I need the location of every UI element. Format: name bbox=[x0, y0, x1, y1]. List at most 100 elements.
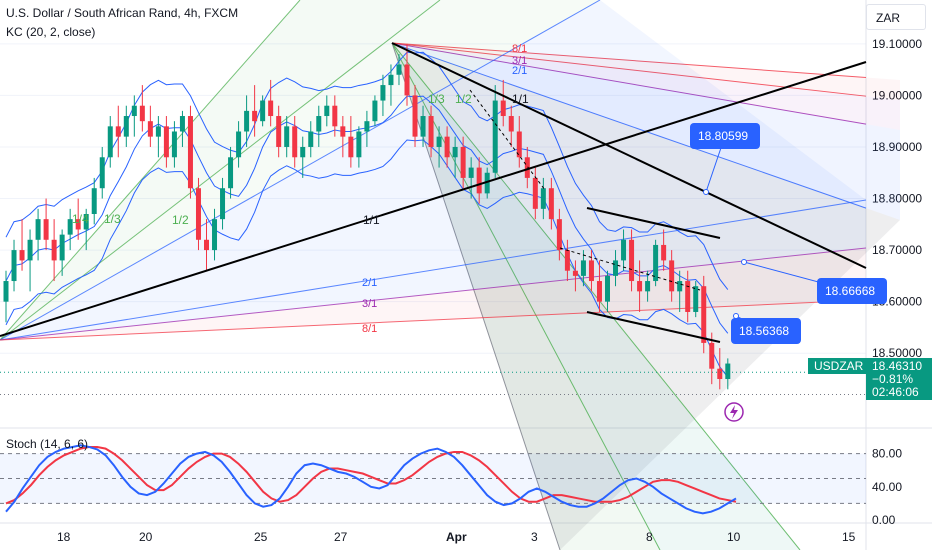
fan-label: 1/1 bbox=[363, 213, 380, 227]
stoch-axis-label: 80.00 bbox=[872, 447, 902, 461]
symbol-tag bbox=[808, 358, 866, 374]
candle-body bbox=[35, 219, 41, 240]
candle-body bbox=[637, 281, 643, 292]
candle-body bbox=[460, 146, 466, 178]
candle-body bbox=[187, 116, 193, 189]
stoch-axis-label: 40.00 bbox=[872, 480, 902, 494]
trendline-rising bbox=[0, 61, 867, 337]
stoch-d-line bbox=[5, 445, 737, 505]
candle-body bbox=[380, 85, 386, 101]
candle-body bbox=[532, 177, 538, 209]
fan-label: 2/1 bbox=[362, 277, 377, 289]
price-axis-label: 18.50000 bbox=[872, 346, 922, 360]
gann-fan-line bbox=[0, 0, 301, 341]
candle-body bbox=[292, 126, 298, 158]
candle-body bbox=[388, 74, 394, 86]
candle-body bbox=[605, 275, 610, 302]
candle-body bbox=[300, 146, 306, 158]
price-level-badge bbox=[731, 318, 801, 344]
candle-body bbox=[340, 126, 346, 137]
price-axis-label: 18.90000 bbox=[872, 140, 922, 154]
candle-body bbox=[396, 64, 402, 75]
candle-body bbox=[236, 131, 242, 158]
candle-body bbox=[27, 239, 33, 261]
candle-body bbox=[436, 136, 442, 147]
time-axis-label: 3 bbox=[531, 530, 538, 544]
candle-body bbox=[548, 188, 554, 220]
candle-body bbox=[212, 219, 218, 251]
candle-body bbox=[556, 219, 562, 251]
fan-label: 3/1 bbox=[512, 55, 527, 67]
badge-anchor-dot bbox=[703, 189, 709, 195]
projection-dashed-line bbox=[559, 247, 701, 291]
time-axis-label: Apr bbox=[446, 530, 467, 544]
fan-label: 8/1 bbox=[512, 43, 527, 55]
candle-body bbox=[228, 157, 234, 189]
current-price-label: 18.46310 bbox=[872, 359, 922, 373]
time-axis-label: 15 bbox=[842, 530, 856, 544]
candle-body bbox=[268, 100, 274, 117]
candle-body bbox=[356, 131, 362, 158]
candle-body bbox=[308, 131, 314, 147]
candle-body bbox=[444, 136, 450, 158]
time-axis-label: 18 bbox=[57, 530, 71, 544]
candle-body bbox=[412, 95, 418, 137]
candle-body bbox=[316, 116, 322, 132]
candle-body bbox=[364, 121, 370, 132]
candle-body bbox=[452, 146, 458, 158]
candle-body bbox=[701, 286, 707, 343]
candle-body bbox=[492, 100, 498, 173]
gann-fan-line bbox=[0, 0, 441, 341]
candle-body bbox=[59, 234, 65, 261]
trendline-short-upper bbox=[586, 207, 721, 239]
candle-body bbox=[204, 239, 209, 251]
gann-fan-line bbox=[0, 0, 601, 341]
candle-body bbox=[260, 100, 266, 122]
price-level-badge-label: 18.66668 bbox=[825, 284, 875, 298]
candle-body bbox=[420, 116, 426, 137]
badge-anchor-dot bbox=[741, 259, 747, 265]
candle-body bbox=[115, 126, 121, 137]
indicator-label: KC (20, 2, close) bbox=[6, 25, 96, 39]
time-axis-label: 25 bbox=[254, 530, 268, 544]
candle-body bbox=[524, 157, 530, 178]
candle-body bbox=[613, 260, 619, 276]
fan-label: 1/1 bbox=[512, 92, 529, 106]
candle-body bbox=[11, 250, 17, 282]
price-level-badge bbox=[690, 123, 760, 149]
candle-body bbox=[75, 219, 81, 230]
candle-body bbox=[709, 342, 715, 369]
candle-body bbox=[661, 244, 667, 261]
candle-body bbox=[629, 239, 635, 282]
candle-body bbox=[163, 126, 169, 158]
price-axis-label: 19.00000 bbox=[872, 88, 922, 102]
candle-body bbox=[348, 136, 354, 158]
candle-body bbox=[564, 250, 570, 271]
candle-body bbox=[596, 281, 602, 302]
candle-body bbox=[252, 110, 258, 122]
stochastic-label: Stoch (14, 6, 6) bbox=[6, 437, 89, 451]
candle-body bbox=[516, 131, 522, 158]
currency-button[interactable]: ZAR bbox=[866, 4, 926, 30]
candle-body bbox=[332, 105, 338, 127]
trendline-falling bbox=[391, 42, 867, 269]
fan-label: 1/4 bbox=[72, 212, 89, 226]
candle-body bbox=[244, 110, 250, 132]
candle-body bbox=[91, 188, 97, 214]
candle-body bbox=[669, 260, 675, 292]
candle-body bbox=[83, 214, 89, 230]
candle-body bbox=[428, 116, 434, 147]
chart-title: U.S. Dollar / South African Rand, 4h, FX… bbox=[6, 6, 239, 20]
candle-body bbox=[43, 219, 49, 240]
gann-fan-line bbox=[391, 42, 801, 551]
fan-label: 1/2 bbox=[172, 213, 189, 227]
candle-body bbox=[107, 126, 113, 158]
candle-body bbox=[324, 105, 330, 117]
fan-label: 2/1 bbox=[512, 65, 527, 77]
candle-body bbox=[220, 188, 226, 220]
gann-fan-line bbox=[0, 247, 867, 341]
price-axis-label: 19.10000 bbox=[872, 37, 922, 51]
candle-body bbox=[99, 157, 105, 189]
